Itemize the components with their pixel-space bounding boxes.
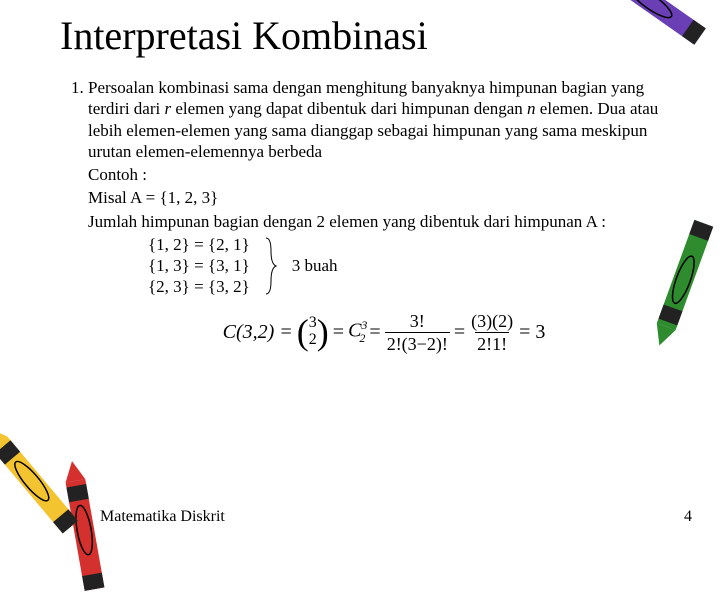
brace-icon [264, 236, 278, 296]
paren-right-icon: ) [317, 314, 329, 350]
paragraph-misal: Misal A = {1, 2, 3} [88, 187, 680, 208]
frac-num: (3)(2) [469, 312, 515, 332]
paragraph-main: Persoalan kombinasi sama dengan menghitu… [88, 77, 680, 162]
count-label: 3 buah [292, 255, 338, 276]
eq: = [369, 320, 380, 345]
binom-bottom: 2 [309, 332, 317, 349]
c-symbol: C32 [348, 318, 365, 346]
frac-den: 2!1! [475, 332, 509, 353]
paren-left-icon: ( [297, 314, 309, 350]
frac-num: 3! [408, 312, 427, 332]
list-item: Persoalan kombinasi sama dengan menghitu… [88, 77, 680, 353]
eq: = [454, 320, 465, 345]
page-title: Interpretasi Kombinasi [60, 12, 680, 59]
formula: C(3,2) = ( 3 2 ) = C32 = [88, 312, 680, 353]
set-line: {1, 3} = {3, 1} [148, 255, 250, 276]
c-sub: 2 [359, 331, 365, 345]
sets-block: {1, 2} = {2, 1} {1, 3} = {3, 1} {2, 3} =… [148, 234, 680, 298]
var-n: n [527, 99, 536, 118]
formula-lhs: C(3,2) = [223, 320, 293, 345]
binom-top: 3 [309, 315, 317, 332]
fraction-2: (3)(2) 2!1! [469, 312, 515, 353]
binom: ( 3 2 ) [297, 314, 329, 350]
frac-den: 2!(3−2)! [385, 332, 450, 353]
footer-text: Matematika Diskrit [100, 508, 225, 526]
sets-lines: {1, 2} = {2, 1} {1, 3} = {3, 1} {2, 3} =… [148, 234, 250, 298]
formula-result: = 3 [519, 320, 545, 345]
paragraph-jumlah: Jumlah himpunan bagian dengan 2 elemen y… [88, 211, 680, 232]
set-line: {1, 2} = {2, 1} [148, 234, 250, 255]
text: elemen yang dapat dibentuk dari himpunan… [171, 99, 527, 118]
paragraph-contoh: Contoh : [88, 164, 680, 185]
slide: Interpretasi Kombinasi Persoalan kombina… [0, 0, 720, 540]
fraction-1: 3! 2!(3−2)! [385, 312, 450, 353]
body-list: Persoalan kombinasi sama dengan menghitu… [60, 77, 680, 353]
page-number: 4 [684, 508, 692, 526]
eq: = [333, 320, 344, 345]
set-line: {2, 3} = {3, 2} [148, 276, 250, 297]
